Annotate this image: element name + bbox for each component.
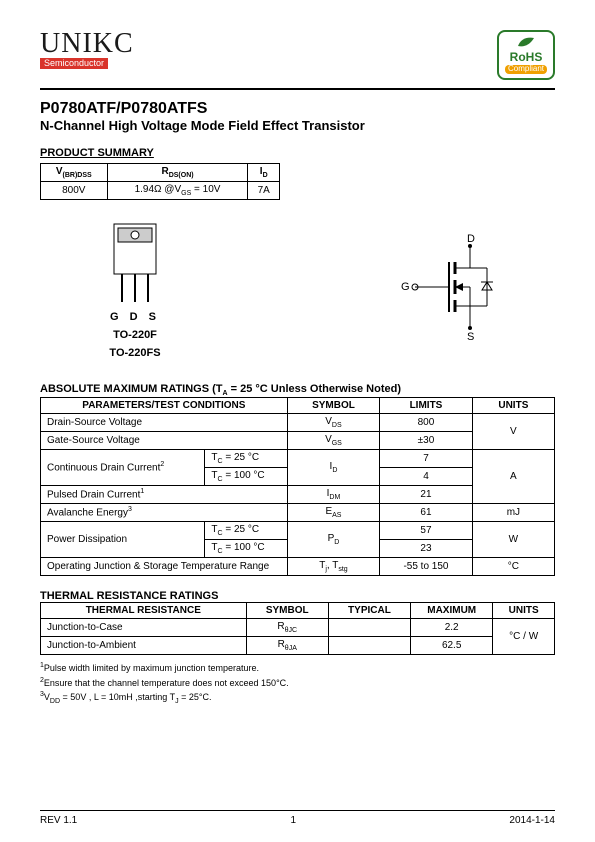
rohs-text: RoHS [510, 50, 543, 64]
col-id: ID [248, 163, 280, 181]
cell-vbrdss: 800V [41, 181, 108, 199]
thermal-heading: THERMAL RESISTANCE RATINGS [40, 590, 555, 602]
table-row: 800V 1.94Ω @VGS = 10V 7A [41, 181, 280, 199]
svg-text:S: S [467, 331, 474, 342]
table-row: Operating Junction & Storage Temperature… [41, 558, 555, 576]
col-limits: LIMITS [380, 398, 473, 414]
brand-logo: UNIKC Semiconductor [40, 30, 134, 69]
rohs-compliant-text: Compliant [505, 65, 547, 74]
svg-text:D: D [467, 233, 475, 245]
col-units: UNITS [472, 398, 554, 414]
cell-id: 7A [248, 181, 280, 199]
col-vbrdss: V(BR)DSS [41, 163, 108, 181]
table-row: Junction-to-Ambient RθJA 62.5 [41, 637, 555, 655]
table-row: Continuous Drain Current2 TC = 25 °C ID … [41, 450, 555, 468]
abs-max-table: PARAMETERS/TEST CONDITIONS SYMBOL LIMITS… [40, 397, 555, 576]
col-params: PARAMETERS/TEST CONDITIONS [41, 398, 288, 414]
divider [40, 88, 555, 90]
table-header-row: PARAMETERS/TEST CONDITIONS SYMBOL LIMITS… [41, 398, 555, 414]
footnote-1: 1Pulse width limited by maximum junction… [40, 661, 555, 676]
table-row: Avalanche Energy3 EAS 61 mJ [41, 504, 555, 522]
brand-name: UNIKC [40, 30, 134, 58]
package-name-1: TO-220F [100, 329, 170, 341]
table-row: Junction-to-Case RθJC 2.2 °C / W [41, 619, 555, 637]
footnote-2: 2Ensure that the channel temperature doe… [40, 676, 555, 691]
rohs-badge: RoHS Compliant [497, 30, 555, 80]
brand-subtitle: Semiconductor [40, 58, 108, 69]
footer-rev: REV 1.1 [40, 815, 77, 826]
product-summary-table: V(BR)DSS RDS(ON) ID 800V 1.94Ω @VGS = 10… [40, 163, 280, 200]
mosfet-schematic-icon: D S G [395, 232, 515, 342]
col-rdson: RDS(ON) [107, 163, 248, 181]
thermal-table: THERMAL RESISTANCE SYMBOL TYPICAL MAXIMU… [40, 602, 555, 655]
cell-rdson: 1.94Ω @VGS = 10V [107, 181, 248, 199]
footnotes: 1Pulse width limited by maximum junction… [40, 661, 555, 707]
page-footer: REV 1.1 1 2014-1-14 [40, 810, 555, 826]
col-symbol: SYMBOL [287, 398, 380, 414]
package-icon [100, 218, 170, 308]
product-summary-heading: PRODUCT SUMMARY [40, 147, 555, 159]
table-row: Power Dissipation TC = 25 °C PD 57 W [41, 522, 555, 540]
footer-page: 1 [291, 815, 297, 826]
package-name-2: TO-220FS [100, 347, 170, 359]
pin-labels: G D S [100, 311, 170, 323]
header: UNIKC Semiconductor RoHS Compliant [40, 30, 555, 80]
table-header-row: V(BR)DSS RDS(ON) ID [41, 163, 280, 181]
part-description: N-Channel High Voltage Mode Field Effect… [40, 118, 555, 133]
svg-text:G: G [401, 281, 410, 293]
leaf-icon [516, 36, 536, 48]
footnote-3: 3VDD = 50V , L = 10mH ,starting TJ = 25°… [40, 690, 555, 707]
table-header-row: THERMAL RESISTANCE SYMBOL TYPICAL MAXIMU… [41, 603, 555, 619]
abs-max-heading: ABSOLUTE MAXIMUM RATINGS (TA = 25 °C Unl… [40, 383, 555, 397]
footer-date: 2014-1-14 [509, 815, 555, 826]
schematic-figure: D S G [395, 232, 515, 345]
package-figure: G D S TO-220F TO-220FS [100, 218, 170, 359]
table-row: Drain-Source Voltage VDS 800 V [41, 414, 555, 432]
figure-row: G D S TO-220F TO-220FS D S [40, 218, 555, 359]
part-number: P0780ATF/P0780ATFS [40, 100, 555, 118]
